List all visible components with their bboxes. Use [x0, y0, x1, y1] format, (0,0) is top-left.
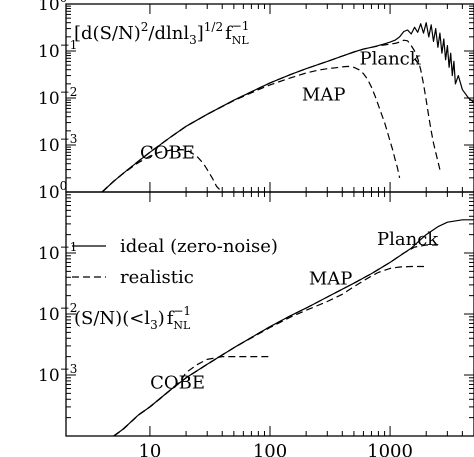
- legend-label-ideal: ideal (zero-noise): [120, 236, 278, 257]
- legend: ideal (zero-noise) realistic: [72, 236, 278, 288]
- top-panel-cobe-curve: [101, 149, 223, 193]
- top-panel-map-curve: [101, 65, 401, 193]
- x-tick-label: 100: [253, 441, 287, 457]
- top-panel-title: [d(S/N)2/dlnl3]1/2 fNL−1: [74, 19, 249, 47]
- bottom-panel-ticks: [66, 191, 474, 437]
- bottom-panel-cobe-curve: [113, 356, 270, 437]
- top-panel-label-cobe: COBE: [140, 142, 195, 163]
- bottom-panel-y-tick-label: 10−2: [38, 301, 77, 325]
- x-tick-labels: 10 100 1000: [138, 441, 413, 457]
- bottom-panel-y-tick-label: 10−1: [38, 240, 77, 264]
- top-panel: Planck MAP COBE 100 10−1 10−2 10−3 [d(S/N)2/d…: [38, 0, 474, 193]
- bottom-panel-label-map: MAP: [309, 269, 353, 290]
- top-panel-y-tick-label: 100: [38, 0, 67, 15]
- x-tick-label: 10: [138, 441, 161, 457]
- top-panel-label-planck: Planck: [359, 48, 421, 69]
- bottom-panel-y-tick-label: 10−3: [38, 362, 77, 386]
- top-panel-curves: [101, 22, 474, 193]
- top-panel-curve-labels: Planck MAP COBE: [140, 48, 422, 163]
- top-panel-planck-curve: [101, 39, 441, 193]
- bottom-panel-map-curve: [113, 265, 427, 437]
- bottom-panel-planck-curve: [113, 244, 438, 437]
- top-panel-ytick-labels: 100 10−1 10−2 10−3: [38, 0, 77, 156]
- bottom-panel-ytick-labels: 100 10−1 10−2 10−3: [38, 179, 77, 386]
- bottom-panel-curve-labels: Planck MAP COBE: [150, 229, 439, 394]
- bottom-panel-curves: [113, 219, 474, 437]
- top-panel-y-tick-label: 10−1: [38, 38, 77, 62]
- x-tick-label: 1000: [367, 441, 413, 457]
- bottom-panel-label-planck: Planck: [377, 229, 439, 250]
- bottom-panel-label-cobe: COBE: [150, 373, 205, 394]
- top-panel-y-tick-label: 10−3: [38, 132, 77, 156]
- bottom-panel-title: (S/N)(<l3) fNL−1: [74, 304, 191, 332]
- legend-label-realistic: realistic: [120, 267, 194, 288]
- bottom-panel-y-tick-label: 100: [38, 179, 67, 203]
- top-panel-ticks: [66, 3, 474, 193]
- top-panel-label-map: MAP: [302, 84, 346, 105]
- top-panel-y-tick-label: 10−2: [38, 85, 77, 109]
